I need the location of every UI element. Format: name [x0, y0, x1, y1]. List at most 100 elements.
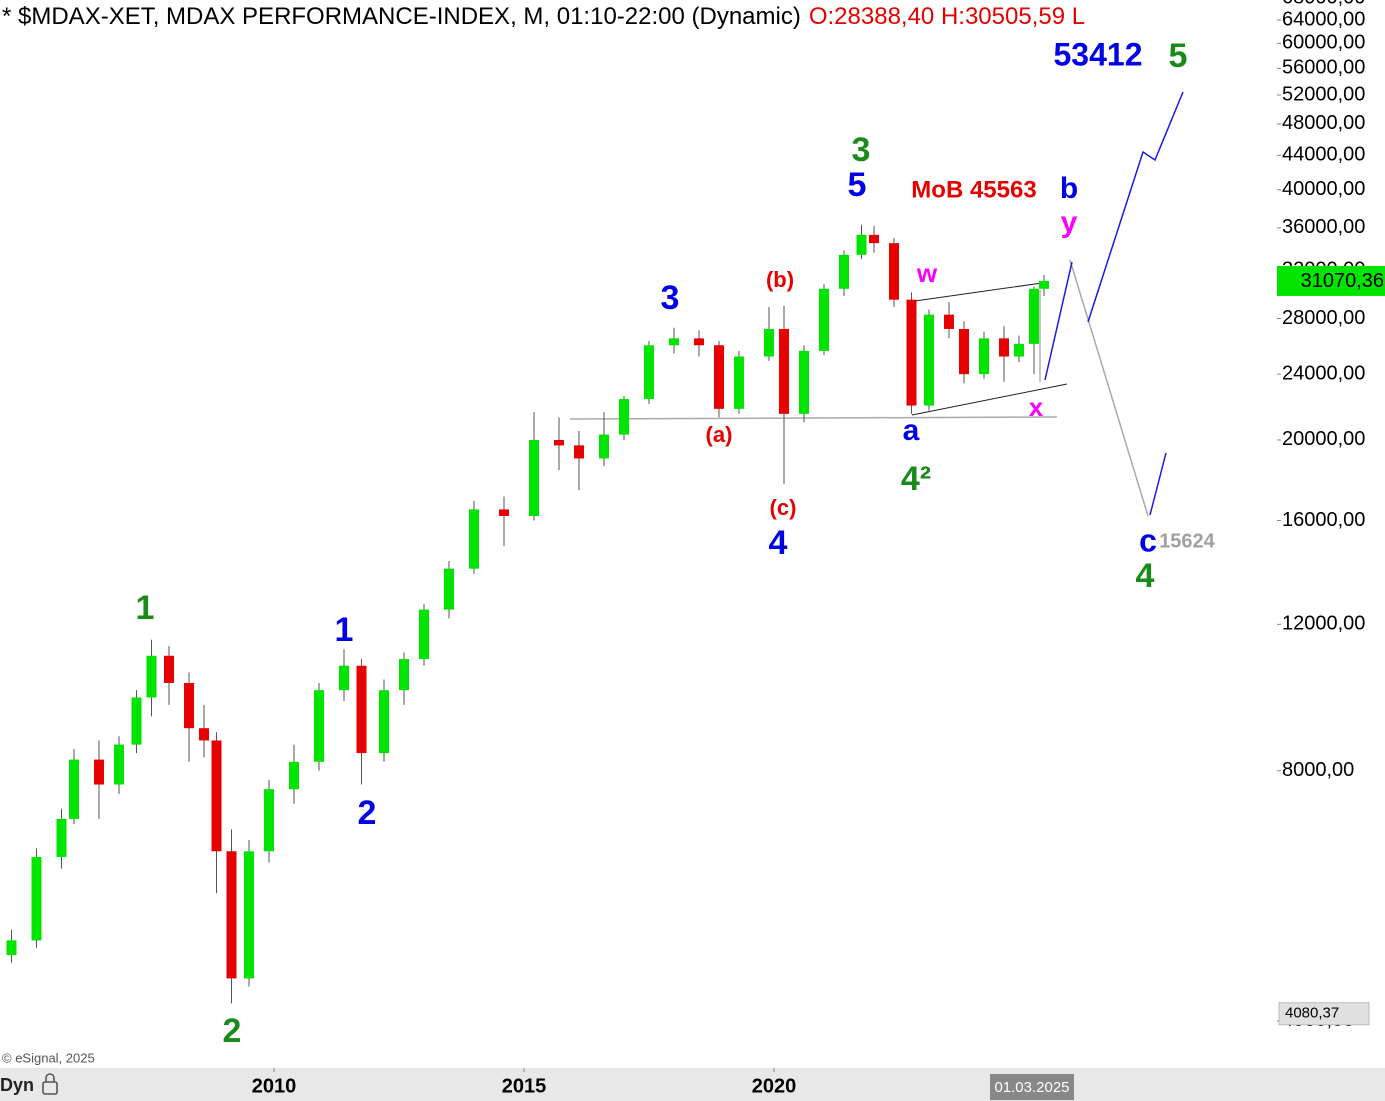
y-tick-label: 40000,00 — [1282, 178, 1365, 200]
candle-body — [56, 818, 67, 857]
candle-body — [979, 338, 989, 375]
candle-body — [764, 328, 774, 357]
y-tick-label: 44000,00 — [1282, 144, 1365, 166]
y-tick-label: 68000,00 — [1282, 0, 1365, 8]
mode-label: Dyn — [0, 1075, 34, 1095]
y-tick-label: 52000,00 — [1282, 83, 1365, 105]
axes: 4000,008000,0012000,0016000,0020000,0024… — [252, 0, 1385, 1097]
candle-body — [226, 851, 237, 979]
low-marker-label: 4080,37 — [1285, 1005, 1339, 1022]
wave-label: 5 — [1169, 37, 1188, 75]
candle-body — [1029, 288, 1039, 344]
y-tick-label: 36000,00 — [1282, 216, 1365, 238]
candle-body — [619, 399, 629, 435]
candle-body — [644, 345, 654, 400]
candle-body — [839, 254, 849, 289]
wave-label: (b) — [766, 267, 794, 292]
wave-label: 1 — [136, 589, 155, 627]
candle-body — [869, 234, 879, 244]
candle-body — [379, 690, 389, 754]
y-tick-label: 20000,00 — [1282, 428, 1365, 450]
wave-label: a — [903, 414, 920, 447]
wave-label: (c) — [770, 495, 797, 520]
x-tick-label: 2015 — [502, 1075, 547, 1097]
candle-body — [694, 338, 704, 346]
candle-body — [889, 243, 899, 300]
candle-body — [554, 439, 564, 446]
wave-label: b — [1060, 172, 1078, 205]
wave-label: y — [1061, 206, 1078, 239]
candle-body — [906, 299, 917, 406]
wave-label: 4² — [901, 460, 931, 498]
x-axis-strip — [0, 1068, 1385, 1101]
candle-body — [999, 338, 1009, 357]
candle-body — [6, 940, 17, 956]
date-marker-box — [990, 1074, 1074, 1100]
candle-body — [669, 338, 679, 346]
current-price-box — [1277, 265, 1385, 296]
y-tick-label: 12000,00 — [1282, 613, 1365, 635]
candle-body — [599, 434, 609, 459]
candle-body — [959, 328, 969, 375]
candle-body — [211, 740, 222, 852]
candle-body — [714, 345, 724, 409]
wave-label: 2 — [358, 794, 377, 832]
candle-body — [184, 683, 194, 729]
candle-body — [944, 314, 954, 329]
candle-body — [146, 655, 157, 698]
candle-body — [734, 356, 744, 409]
wave-label: 1 — [335, 611, 354, 649]
wave-label: x — [1029, 392, 1044, 422]
candle-body — [94, 759, 104, 785]
forecast-y — [1044, 261, 1073, 381]
candle-body — [131, 697, 142, 745]
copyright: © eSignal, 2025 — [2, 1050, 95, 1065]
candle-body — [819, 288, 829, 351]
candle-body — [356, 665, 367, 754]
wave-label: 2 — [223, 1012, 242, 1050]
candle-body — [419, 609, 429, 660]
wave-label: 4 — [1136, 557, 1155, 595]
y-tick-label: 16000,00 — [1282, 509, 1365, 531]
candle-body — [574, 445, 584, 459]
header-title: * $MDAX-XET, MDAX PERFORMANCE-INDEX, M, … — [2, 3, 801, 30]
forecast-c — [1069, 259, 1149, 517]
candle-body — [164, 655, 174, 684]
forecast-5 — [1087, 91, 1184, 323]
y-tick-label: 56000,00 — [1282, 57, 1365, 79]
x-tick-label: 2010 — [252, 1075, 297, 1097]
candle-body — [314, 690, 324, 762]
candles — [6, 224, 1049, 1004]
wave-label: 3 — [661, 279, 680, 317]
wave-label: w — [916, 258, 938, 288]
low-marker-box — [1278, 1002, 1370, 1026]
wave-label: 15624 — [1159, 530, 1215, 552]
wave-label: 5 — [848, 166, 867, 204]
candle-body — [1014, 343, 1024, 357]
wave-label: MoB 45563 — [911, 176, 1036, 203]
candle-body — [289, 761, 299, 790]
forecast-rebound — [1149, 452, 1167, 516]
y-tick-label: 24000,00 — [1282, 362, 1365, 384]
candle-body — [499, 509, 509, 517]
date-marker-text: 01.03.2025 — [994, 1079, 1069, 1096]
candle-body — [244, 851, 254, 979]
header: * $MDAX-XET, MDAX PERFORMANCE-INDEX, M, … — [2, 3, 1085, 30]
candle-body — [399, 659, 409, 691]
y-tick-label: 28000,00 — [1282, 307, 1365, 329]
candle-body — [264, 789, 274, 852]
wave-label: 4 — [769, 524, 788, 562]
candle-body — [856, 234, 867, 255]
candle-body — [114, 744, 124, 785]
wave-label: 3 — [852, 131, 871, 169]
x-tick-label: 2020 — [752, 1075, 797, 1097]
axis-panel — [1277, 0, 1385, 1101]
lock-icon[interactable] — [42, 1073, 58, 1095]
candle-body — [469, 509, 479, 569]
channel-lower — [911, 383, 1068, 416]
candle-body — [1039, 280, 1049, 289]
support-line — [569, 416, 1058, 420]
